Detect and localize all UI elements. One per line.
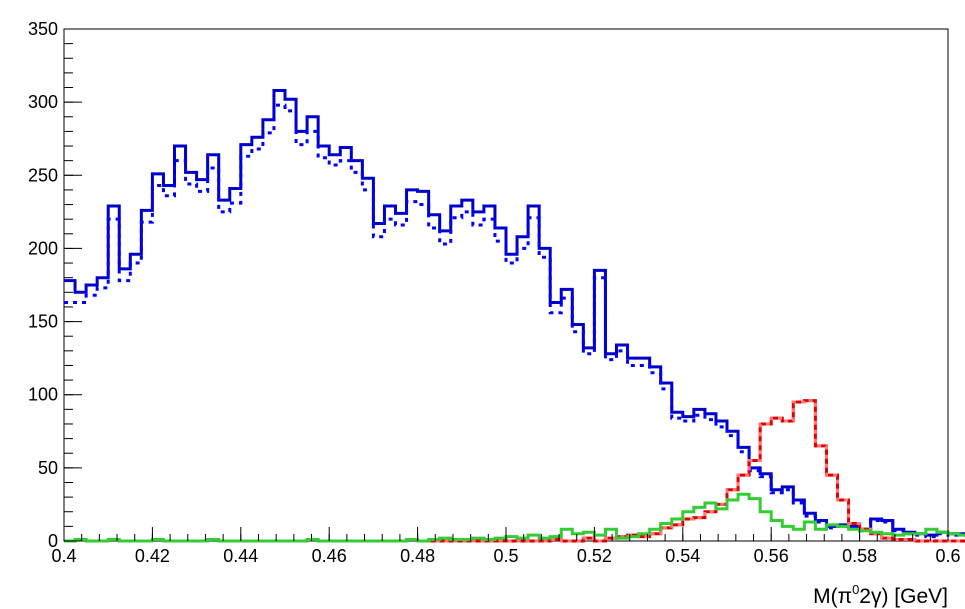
- plot-frame: [63, 28, 949, 542]
- x-tick-label: 0.56: [754, 546, 789, 566]
- y-tick-label: 250: [28, 165, 58, 185]
- x-tick-label: 0.44: [223, 546, 258, 566]
- x-tick-label: 0.5: [493, 546, 518, 566]
- series-layer: [64, 88, 965, 543]
- series-line-1: [64, 103, 965, 539]
- axis-layer: 0.4 0.42 0.44 0.46 0.48 0.5 0.52 0.54 0.56 0.58 0.…: [28, 19, 961, 566]
- x-tick-label: 0.6: [935, 546, 960, 566]
- y-tick-label: 350: [28, 19, 58, 39]
- x-tick-label: 0.42: [135, 546, 170, 566]
- x-axis-title-pre: M(π: [813, 585, 852, 608]
- x-tick-label: 0.48: [400, 546, 435, 566]
- y-tick-label: 50: [38, 458, 58, 478]
- series-line-4: [64, 492, 965, 543]
- x-tick-label: 0.54: [665, 546, 700, 566]
- x-axis-title-post: 2γ) [GeV]: [859, 585, 948, 608]
- x-tick-label: 0.52: [577, 546, 612, 566]
- y-tick-label: 150: [28, 312, 58, 332]
- x-axis-title: M(π02γ) [GeV]: [813, 582, 948, 608]
- x-tick-label: 0.4: [51, 546, 76, 566]
- x-tick-label: 0.58: [842, 546, 877, 566]
- x-tick-label: 0.46: [312, 546, 347, 566]
- series-line-0: [64, 88, 965, 537]
- y-tick-label: 100: [28, 385, 58, 405]
- y-tick-label: 300: [28, 92, 58, 112]
- x-axis-title-sup: 0: [852, 582, 859, 597]
- y-tick-label: 0: [48, 531, 58, 551]
- y-tick-label: 200: [28, 238, 58, 258]
- series-line-3: [417, 399, 965, 543]
